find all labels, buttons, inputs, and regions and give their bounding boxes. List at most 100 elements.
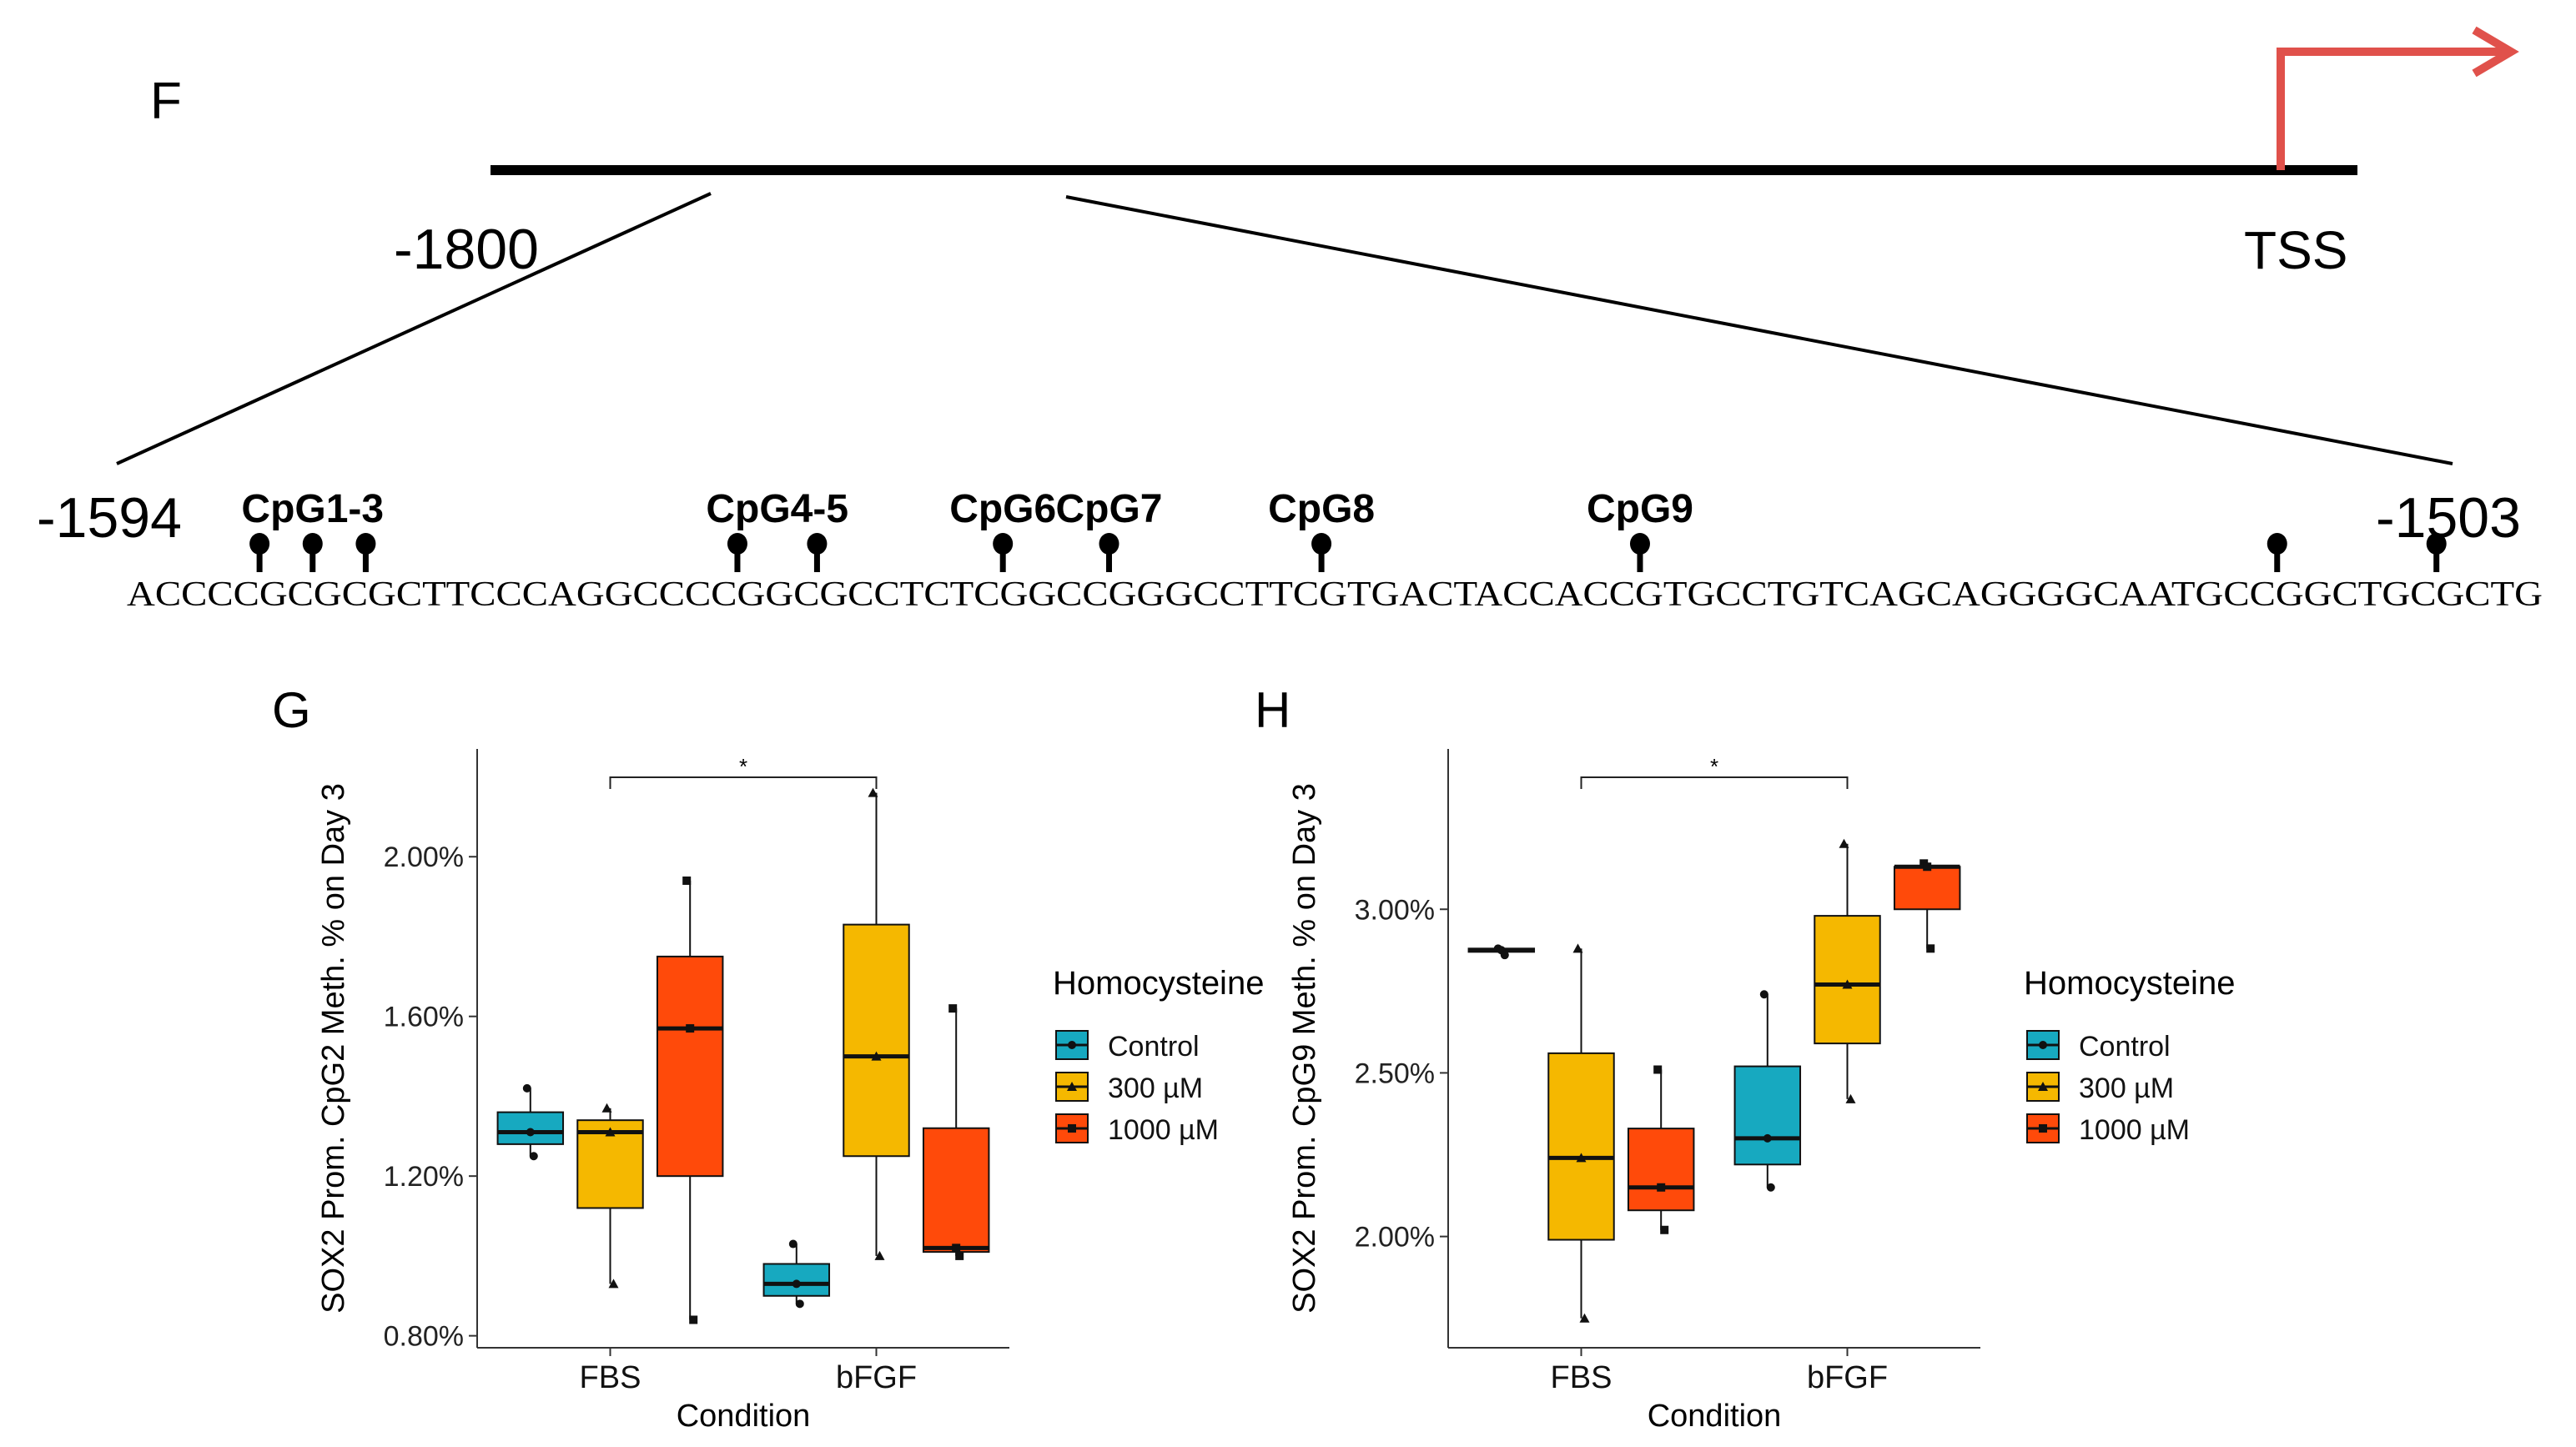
data-point bbox=[1839, 838, 1849, 848]
data-point bbox=[529, 1152, 538, 1161]
data-point bbox=[686, 1024, 695, 1033]
data-point bbox=[1766, 1183, 1775, 1192]
panel-label-h: H bbox=[1255, 682, 1291, 738]
cpg-pin-icon bbox=[807, 533, 828, 555]
box-300m bbox=[1547, 1052, 1615, 1241]
legend-entry-label: 1000 µM bbox=[1108, 1114, 1219, 1146]
cpg-pin-icon bbox=[249, 533, 270, 555]
zoom-line-right bbox=[1065, 195, 2453, 465]
significance-label: * bbox=[739, 754, 747, 779]
x-tick-label: bFGF bbox=[1807, 1360, 1888, 1395]
x-axis-title: Condition bbox=[677, 1399, 811, 1434]
cpg-site-label: CpG6 bbox=[949, 487, 1056, 531]
tss-arrow-head-icon bbox=[2472, 26, 2519, 78]
data-point bbox=[1572, 943, 1583, 953]
box-1000m bbox=[656, 955, 724, 1178]
data-point bbox=[948, 1004, 958, 1013]
data-point bbox=[526, 1128, 535, 1137]
cpg-pin-icon bbox=[2426, 533, 2447, 555]
data-point bbox=[1759, 990, 1768, 999]
data-point bbox=[1842, 979, 1853, 989]
chart-h-body: 2.00% 2.50% 3.00% FBS bFGF Condition SOX2 Prom… bbox=[1287, 749, 1980, 1434]
legend-entry-label: 300 µM bbox=[2079, 1073, 2174, 1104]
legend-entry-label: 1000 µM bbox=[2079, 1114, 2190, 1146]
data-point bbox=[874, 1250, 885, 1260]
box-1000m bbox=[1893, 866, 1961, 911]
legend-marker-icon bbox=[1068, 1124, 1076, 1133]
legend-entry-label: 300 µM bbox=[1108, 1073, 1203, 1104]
cpg-pin-icon bbox=[302, 533, 323, 555]
tss-arrow-shaft bbox=[2277, 48, 2506, 170]
legend-title: Homocysteine bbox=[1053, 965, 1264, 1002]
zoom-line-left bbox=[116, 192, 712, 465]
cpg-pin-icon bbox=[993, 533, 1014, 555]
cpg-site-label: CpG7 bbox=[1055, 487, 1162, 531]
x-axis-title: Condition bbox=[1648, 1399, 1782, 1434]
region-start-label: -1594 bbox=[37, 486, 182, 550]
data-point bbox=[1660, 1225, 1669, 1234]
data-point bbox=[1500, 951, 1509, 960]
data-point bbox=[1653, 1065, 1663, 1074]
significance-bracket bbox=[609, 776, 878, 789]
box-control bbox=[1733, 1065, 1802, 1166]
start-position-label: -1800 bbox=[394, 218, 539, 281]
legend-marker-icon bbox=[2039, 1124, 2047, 1133]
data-point bbox=[871, 1051, 882, 1061]
cpg-site-label: CpG4-5 bbox=[706, 487, 848, 531]
legend-marker-icon bbox=[2039, 1041, 2047, 1049]
cpg-pin-icon bbox=[355, 533, 376, 555]
y-tick-label: 2.00% bbox=[384, 842, 464, 873]
cpg-pin-icon bbox=[2267, 533, 2287, 555]
y-axis-title: SOX2 Prom. CpG9 Meth. % on Day 3 bbox=[1287, 783, 1322, 1314]
region-end-label: -1503 bbox=[2376, 486, 2521, 550]
significance-label: * bbox=[1710, 754, 1718, 779]
data-point bbox=[868, 787, 878, 797]
legend-entry-label: Control bbox=[2079, 1031, 2171, 1063]
box-300m bbox=[843, 923, 910, 1158]
legend-marker-icon bbox=[2038, 1082, 2048, 1091]
cpg-pin-icon bbox=[1099, 533, 1119, 555]
data-point bbox=[795, 1299, 804, 1309]
tss-label: TSS bbox=[2244, 220, 2347, 280]
chart-g-body: 0.80% 1.20% 1.60% 2.00% FBS bFGF Condition SOX2… bbox=[316, 749, 1009, 1434]
data-point bbox=[605, 1127, 616, 1137]
x-tick-label: bFGF bbox=[836, 1360, 917, 1395]
y-tick-label: 3.00% bbox=[1355, 894, 1435, 926]
cpg-markers: CpG1-3 CpG4-5 CpG6 CpG7 CpG8 CpG9 bbox=[241, 487, 2447, 572]
panel-label-g: G bbox=[272, 682, 311, 738]
y-tick-label: 1.20% bbox=[384, 1161, 464, 1193]
chart-g: G 0.80% 1.20% 1.60% 2.00% FBS bFGF Condition SO… bbox=[272, 682, 1009, 1434]
data-point bbox=[689, 1315, 698, 1324]
promoter-diagram: F -1800 TSS -1594 -1503 CpG1-3 CpG4-5 CpG6… bbox=[37, 26, 2543, 614]
cpg-pin-icon bbox=[1311, 533, 1332, 555]
legend-h: Homocysteine Control 300 µM 1000 µM bbox=[2024, 965, 2235, 1146]
legend-g: Homocysteine Control 300 µM 1000 µM bbox=[1053, 965, 1264, 1146]
data-point bbox=[1763, 1133, 1772, 1143]
dna-sequence: ACCCCGCGCGCTTCCCAGGCCCCGGCGCCTCTCGGCCGGG… bbox=[127, 575, 2543, 614]
y-tick-label: 2.50% bbox=[1355, 1058, 1435, 1089]
y-tick-label: 0.80% bbox=[384, 1321, 464, 1353]
data-point bbox=[608, 1279, 619, 1289]
x-tick-label: FBS bbox=[1551, 1360, 1613, 1395]
y-tick-label: 1.60% bbox=[384, 1002, 464, 1033]
data-point bbox=[952, 1244, 961, 1253]
legend-title: Homocysteine bbox=[2024, 965, 2235, 1002]
cpg-site-label: CpG9 bbox=[1587, 487, 1693, 531]
data-point bbox=[601, 1103, 612, 1113]
data-point bbox=[955, 1251, 964, 1260]
cpg-site-label: CpG8 bbox=[1268, 487, 1375, 531]
significance-bracket bbox=[1580, 776, 1849, 789]
x-tick-label: FBS bbox=[580, 1360, 641, 1395]
panel-label-f: F bbox=[150, 73, 182, 130]
box-1000m bbox=[1627, 1128, 1695, 1212]
cpg-pin-icon bbox=[727, 533, 747, 555]
box-1000m bbox=[922, 1127, 990, 1254]
legend-marker-icon bbox=[1067, 1082, 1077, 1091]
cpg-pin-icon bbox=[1629, 533, 1650, 555]
cpg-site-label: CpG1-3 bbox=[241, 487, 384, 531]
data-point bbox=[522, 1083, 531, 1093]
chart-h: H 2.00% 2.50% 3.00% FBS bFGF Condition SOX2 Pr… bbox=[1255, 682, 1980, 1434]
legend-entry-label: Control bbox=[1108, 1031, 1200, 1063]
legend-marker-icon bbox=[1068, 1041, 1076, 1049]
